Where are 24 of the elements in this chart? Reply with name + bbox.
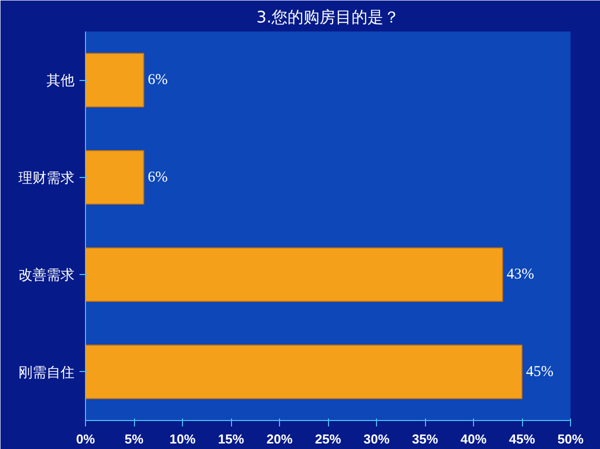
x-tick-label: 5% [124, 432, 144, 446]
x-tick-label: 50% [557, 432, 584, 446]
data-label: 6% [148, 169, 168, 186]
x-tick-label: 40% [460, 432, 487, 446]
y-tick-label: 刚需自住 [18, 364, 74, 380]
x-tick-label: 25% [314, 432, 342, 446]
x-tick-label: 20% [266, 432, 293, 446]
bar [86, 247, 504, 302]
bar [86, 52, 144, 108]
x-tick-label: 35% [412, 432, 438, 446]
bar [86, 344, 522, 400]
y-tick-label: 其他 [46, 72, 74, 88]
x-tick-label: 10% [169, 432, 196, 446]
x-tick-label: 45% [508, 432, 536, 446]
x-tick-label: 0% [76, 432, 96, 446]
data-label: 43% [506, 266, 534, 283]
data-label: 45% [526, 364, 554, 380]
bar [86, 150, 144, 205]
y-tick-label: 改善需求 [18, 266, 74, 283]
data-label: 6% [148, 72, 168, 88]
x-tick-label: 30% [363, 432, 390, 446]
x-tick-label: 15% [218, 432, 244, 446]
y-tick-label: 理财需求 [18, 169, 74, 186]
chart-title: 3.您的购房目的是？ [256, 8, 400, 26]
